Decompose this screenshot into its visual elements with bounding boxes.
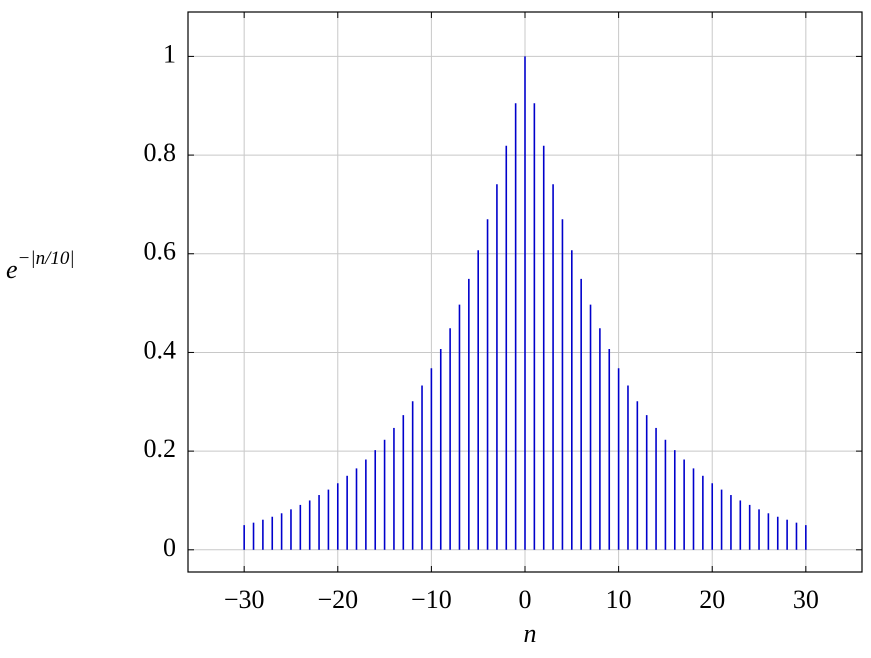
plot-frame [187, 11, 863, 573]
y-tick-label: 0.2 [144, 434, 177, 463]
y-tick-label: 1 [163, 39, 176, 68]
y-axis-label: e−|n/10| [6, 248, 75, 284]
y-axis-label-base: e [6, 255, 18, 284]
x-tick-label: −20 [317, 585, 358, 614]
x-tick-label: −10 [411, 585, 452, 614]
x-tick-label: 20 [699, 585, 725, 614]
y-tick-label: 0 [163, 533, 176, 562]
y-axis-label-exponent: −|n/10| [18, 248, 75, 269]
y-tick-label: 0.8 [144, 138, 177, 167]
x-axis-label: n [524, 619, 537, 648]
y-tick-label: 0.4 [144, 335, 177, 364]
x-tick-label: 10 [606, 585, 632, 614]
x-tick-label: 30 [793, 585, 819, 614]
x-tick-label: −30 [224, 585, 265, 614]
y-tick-label: 0.6 [144, 237, 177, 266]
x-tick-label: 0 [519, 585, 532, 614]
